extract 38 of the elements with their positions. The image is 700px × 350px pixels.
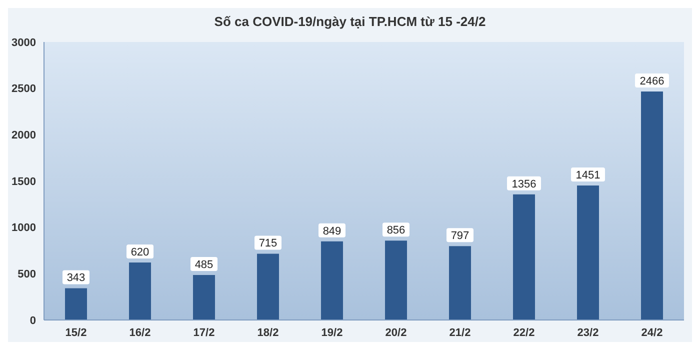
data-label: 849 (322, 225, 342, 238)
chart-title: Số ca COVID-19/ngày tại TP.HCM từ 15 -24/2 (213, 13, 487, 31)
data-label: 715 (258, 238, 278, 250)
x-tick-label: 15/2 (65, 326, 87, 339)
bar (513, 194, 535, 320)
x-tick-label: 22/2 (513, 326, 535, 339)
bar (577, 186, 599, 320)
bar (449, 246, 471, 320)
data-label: 1356 (512, 178, 536, 190)
x-tick-label: 17/2 (193, 326, 215, 339)
bar (65, 288, 87, 320)
data-label: 620 (130, 246, 150, 259)
x-tick-label: 21/2 (449, 326, 471, 339)
y-tick-label: 0 (30, 314, 36, 327)
y-tick-label: 2000 (12, 130, 36, 142)
data-label: 797 (450, 230, 470, 242)
data-label: 343 (66, 272, 86, 284)
x-tick-label: 16/2 (129, 326, 151, 339)
y-tick-label: 500 (18, 268, 36, 281)
bar (321, 241, 343, 320)
data-label: 2466 (640, 75, 664, 88)
bar (641, 91, 663, 320)
data-label: 1451 (576, 170, 600, 182)
y-tick-label: 1500 (12, 176, 36, 188)
y-tick-label: 2500 (12, 83, 36, 96)
x-tick-label: 19/2 (321, 326, 343, 339)
x-tick-label: 20/2 (385, 326, 407, 339)
x-tick-label: 24/2 (641, 326, 663, 339)
data-label: 856 (386, 224, 406, 237)
y-tick-label: 3000 (12, 36, 36, 49)
bar (129, 262, 151, 320)
y-tick-label: 1000 (12, 222, 36, 234)
bar (257, 254, 279, 320)
data-label: 485 (194, 259, 214, 272)
x-tick-label: 23/2 (577, 326, 599, 339)
bar (385, 240, 407, 320)
bar (193, 275, 215, 320)
x-tick-label: 18/2 (257, 326, 279, 339)
